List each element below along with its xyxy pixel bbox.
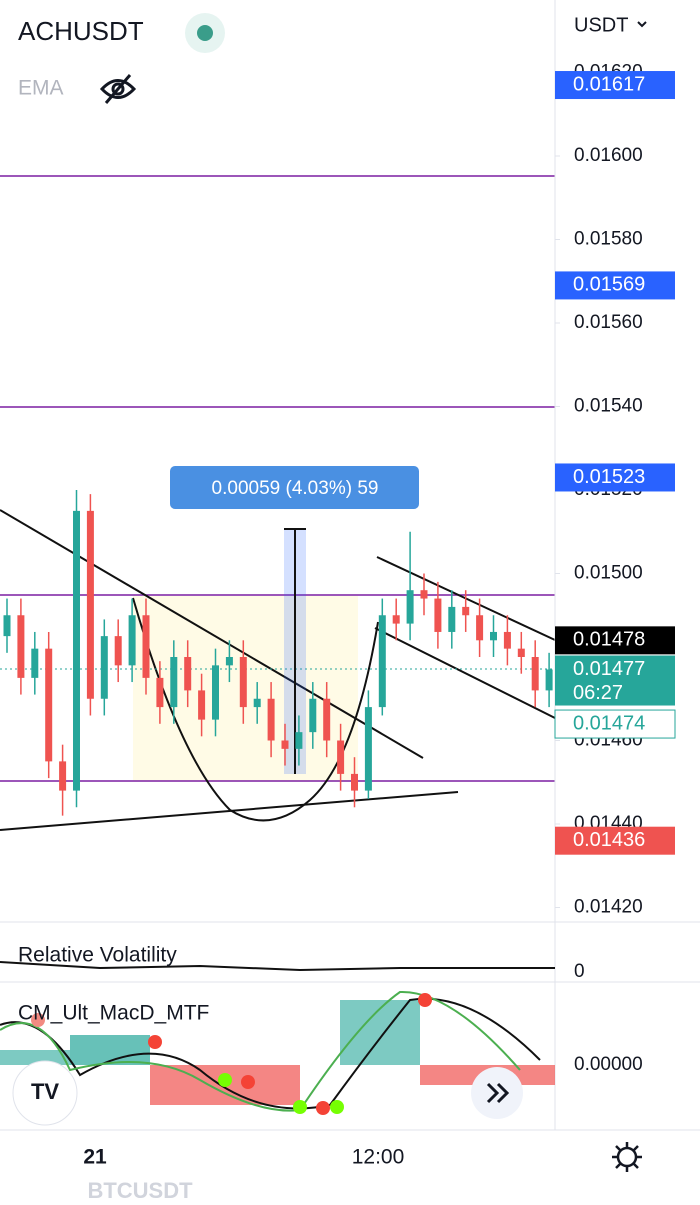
price-badge: [555, 463, 675, 492]
channel-line: [374, 627, 556, 719]
candle-body: [531, 657, 539, 691]
pane-axis-label: 0: [574, 961, 585, 982]
candle-body: [267, 698, 275, 741]
candle-body: [337, 740, 345, 774]
candle-body: [490, 631, 497, 641]
candle-body: [31, 648, 39, 678]
price-badge-label: 0.01617: [573, 73, 645, 95]
pane-label: CM_Ult_MacD_MTF: [18, 1002, 209, 1025]
candle-body: [448, 606, 456, 632]
cross-dot: [316, 1101, 330, 1115]
cross-dot: [31, 1013, 45, 1027]
cross-dot: [218, 1073, 232, 1087]
volatility-line: [0, 961, 555, 972]
scroll-icon: [486, 1082, 510, 1104]
candle-body: [434, 598, 442, 632]
price-badge: [554, 709, 676, 739]
candle-body: [364, 707, 372, 791]
price-badge-label: 0.01523: [573, 466, 645, 488]
candle-body: [281, 740, 289, 749]
candle-body: [392, 615, 400, 624]
y-tick-label: 0.01580: [574, 229, 643, 250]
candle-body: [212, 665, 219, 720]
candle-body: [545, 669, 553, 691]
measure-tooltip: [170, 466, 419, 509]
currency[interactable]: USDT: [574, 14, 628, 36]
candle-body: [170, 657, 178, 708]
pane-label: Relative Volatility: [18, 944, 177, 967]
candle-body: [100, 636, 108, 699]
y-tick-label: 0.01560: [574, 312, 643, 333]
time-label: 21: [83, 1146, 107, 1169]
y-tick-label: 0.01500: [574, 563, 643, 584]
candle-body: [462, 606, 470, 616]
logo: TV: [31, 1079, 59, 1104]
candle-body: [45, 648, 53, 762]
price-badge-label: 0.01569: [573, 274, 645, 296]
candle-body: [517, 648, 525, 657]
candle-body: [17, 615, 25, 678]
measure-label: 0.00059 (4.03%) 59: [212, 478, 379, 499]
price-badge-label: 0.01436: [573, 829, 645, 851]
symbol: ACHUSDT: [18, 16, 144, 46]
candle-body: [351, 773, 358, 791]
candle-body: [309, 698, 317, 733]
price-badge: [555, 655, 675, 706]
price-badge: [555, 826, 675, 855]
candle-body: [156, 677, 164, 708]
logo-button[interactable]: [12, 1060, 78, 1126]
candle-body: [128, 615, 136, 666]
trend-line: [0, 509, 424, 759]
price-badge-label: 0.01477: [573, 658, 645, 680]
candle-body: [225, 657, 233, 666]
candle-body: [3, 615, 11, 637]
watermark: BTCUSDT: [87, 1178, 193, 1200]
candle-body: [198, 690, 206, 720]
candle-body: [59, 761, 67, 791]
y-tick-label: 0.01600: [574, 145, 643, 166]
hide-icon[interactable]: [99, 74, 137, 104]
candle-body: [503, 631, 511, 649]
indicator-label: EMA: [18, 77, 64, 100]
price-badge-label: 0.01478: [573, 629, 645, 651]
cross-dot: [293, 1100, 307, 1114]
candle-body: [142, 615, 150, 678]
candle-body: [420, 590, 428, 599]
status-dot: [197, 25, 213, 41]
candle-body: [378, 615, 386, 708]
currency-caret: [637, 21, 647, 28]
settings-icon[interactable]: [612, 1142, 642, 1172]
price-badge: [555, 271, 675, 300]
candle-body: [295, 732, 303, 749]
price-badge: [555, 626, 675, 655]
cross-dot: [330, 1100, 344, 1114]
cross-dot: [241, 1075, 255, 1089]
signal-line: [0, 990, 521, 1112]
candle-body: [239, 657, 247, 708]
price-badge-label: 0.01474: [573, 712, 645, 734]
time-label: 12:00: [352, 1146, 405, 1169]
candle-body: [476, 615, 484, 641]
cross-dot: [148, 1035, 162, 1049]
cross-dot: [418, 993, 432, 1007]
price-badge: [555, 71, 675, 100]
candle-body: [184, 657, 192, 691]
y-tick-label: 0.01540: [574, 396, 643, 417]
candle-body: [253, 698, 261, 708]
trend-line: [0, 791, 459, 831]
candle-body: [406, 590, 414, 624]
candle-body: [114, 636, 122, 666]
candle-body: [323, 698, 331, 741]
candle-body: [73, 510, 80, 791]
countdown: 06:27: [573, 682, 623, 704]
y-tick-label: 0.01420: [574, 897, 643, 918]
candle-body: [86, 510, 94, 699]
pane-axis-label: 0.00000: [574, 1054, 643, 1075]
